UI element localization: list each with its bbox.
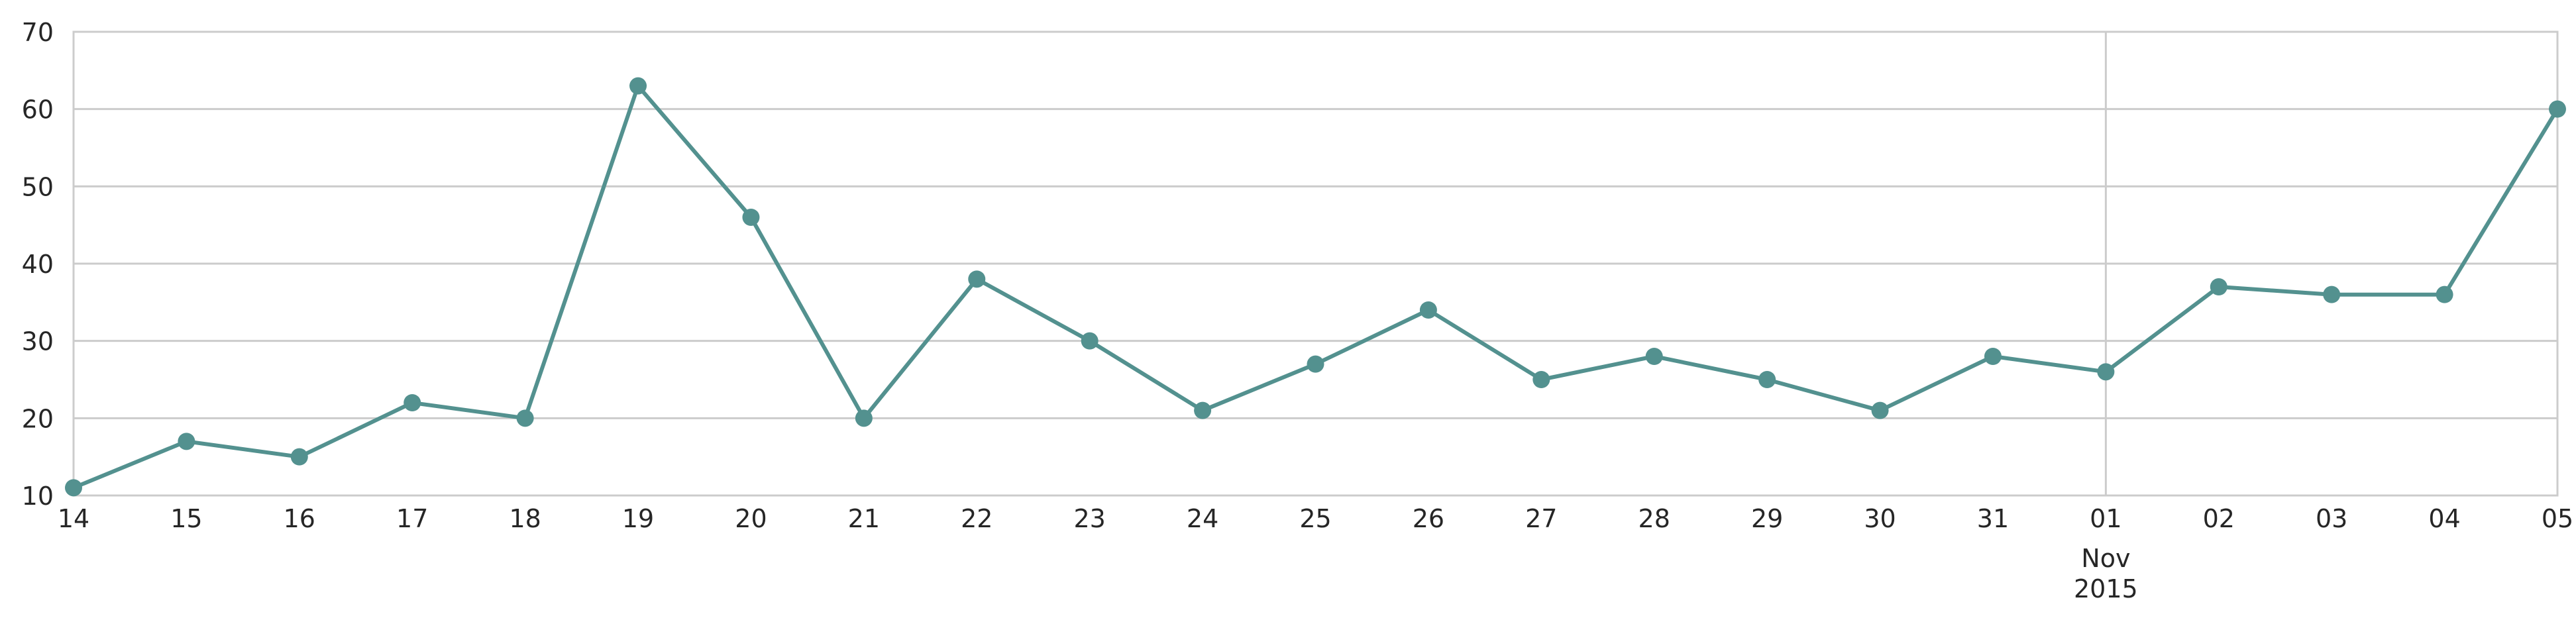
x-tick-label: 24 xyxy=(1187,504,1218,533)
y-tick-label: 70 xyxy=(22,18,54,47)
data-point xyxy=(1532,371,1550,388)
x-major-label: Nov xyxy=(2081,544,2130,573)
x-tick-label: 29 xyxy=(1751,504,1783,533)
data-point xyxy=(1081,332,1099,350)
plot-frame xyxy=(72,30,2559,497)
x-tick-label: 18 xyxy=(509,504,541,533)
x-tick-label: 26 xyxy=(1413,504,1444,533)
data-point xyxy=(1307,355,1324,373)
x-major-label: 2015 xyxy=(2074,574,2138,603)
x-tick-label: 21 xyxy=(848,504,880,533)
data-point xyxy=(1758,371,1776,388)
x-tick-label: 23 xyxy=(1074,504,1106,533)
x-tick-label: 31 xyxy=(1977,504,2009,533)
x-axis-ticks: 14 15 16 17 18 19 20 21 22 23 24 25 26 27 28 29 30 31 01 02… xyxy=(58,504,2573,603)
data-point xyxy=(2097,363,2115,381)
data-point xyxy=(403,394,421,411)
x-tick-label: 27 xyxy=(1525,504,1557,533)
x-tick-label: 17 xyxy=(396,504,428,533)
x-tick-label: 02 xyxy=(2203,504,2235,533)
x-tick-label: 22 xyxy=(961,504,993,533)
data-point xyxy=(1871,401,1889,419)
grid-lines xyxy=(74,30,2557,497)
data-point xyxy=(1419,301,1437,319)
x-tick-label: 01 xyxy=(2090,504,2121,533)
y-tick-label: 60 xyxy=(22,95,54,125)
data-point xyxy=(968,270,986,288)
x-tick-label: 03 xyxy=(2316,504,2347,533)
data-point xyxy=(1194,401,1212,419)
x-tick-label: 16 xyxy=(284,504,315,533)
series-line xyxy=(72,83,2559,490)
y-tick-label: 40 xyxy=(22,250,54,279)
data-point xyxy=(516,409,534,427)
x-tick-label: 25 xyxy=(1299,504,1331,533)
x-tick-label: 20 xyxy=(735,504,767,533)
data-point xyxy=(2436,285,2453,303)
data-point xyxy=(2323,285,2341,303)
x-tick-label: 30 xyxy=(1864,504,1896,533)
y-tick-label: 20 xyxy=(22,404,54,433)
series-points xyxy=(65,77,2566,497)
y-tick-label: 30 xyxy=(22,327,54,356)
data-point xyxy=(290,448,308,466)
data-point xyxy=(2210,278,2227,295)
data-point xyxy=(65,479,82,497)
x-tick-label: 15 xyxy=(170,504,202,533)
data-point xyxy=(178,433,195,450)
x-tick-label: 05 xyxy=(2542,504,2573,533)
x-tick-label: 28 xyxy=(1638,504,1670,533)
y-axis-ticks: 10 20 30 40 50 60 70 xyxy=(22,18,54,511)
data-point xyxy=(855,409,873,427)
data-point xyxy=(742,209,760,226)
x-tick-label: 19 xyxy=(622,504,654,533)
data-point xyxy=(1645,348,1663,365)
y-tick-label: 50 xyxy=(22,172,54,201)
data-point xyxy=(1984,348,2002,365)
data-point xyxy=(2549,100,2566,118)
x-tick-label: 04 xyxy=(2428,504,2460,533)
y-tick-label: 10 xyxy=(22,482,54,511)
data-point xyxy=(629,77,647,95)
x-tick-label: 14 xyxy=(58,504,89,533)
